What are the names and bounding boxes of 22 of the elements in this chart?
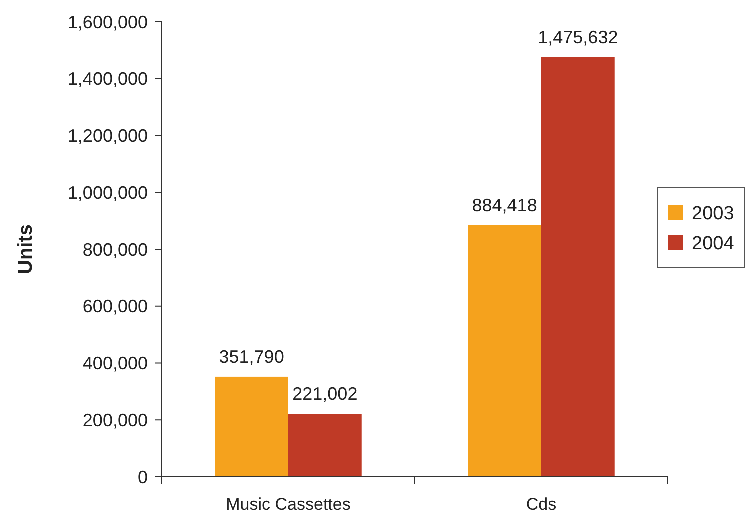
y-tick-label: 1,600,000 xyxy=(68,12,148,32)
bar xyxy=(542,57,615,477)
legend-label: 2004 xyxy=(692,234,735,255)
y-tick-label: 400,000 xyxy=(82,354,148,374)
data-label: 351,790 xyxy=(219,346,284,367)
y-tick-label: 0 xyxy=(138,467,148,488)
x-tick-label: Music Cassettes xyxy=(226,495,351,514)
y-tick-label: 1,400,000 xyxy=(68,69,148,90)
y-axis-title: Units xyxy=(15,224,37,274)
y-tick-label: 800,000 xyxy=(82,240,148,260)
y-tick-label: 1,000,000 xyxy=(68,182,148,203)
y-tick-label: 200,000 xyxy=(82,410,148,430)
y-tick-label: 600,000 xyxy=(82,296,148,317)
data-label: 1,475,632 xyxy=(538,27,618,48)
y-tick-label: 1,200,000 xyxy=(68,126,148,146)
bar xyxy=(288,414,362,477)
x-tick-label: Cds xyxy=(526,495,557,514)
data-label: 221,002 xyxy=(292,384,358,404)
bar xyxy=(468,225,542,477)
legend-label: 2003 xyxy=(692,204,734,225)
bar xyxy=(215,376,288,477)
data-label: 884,418 xyxy=(472,195,538,216)
